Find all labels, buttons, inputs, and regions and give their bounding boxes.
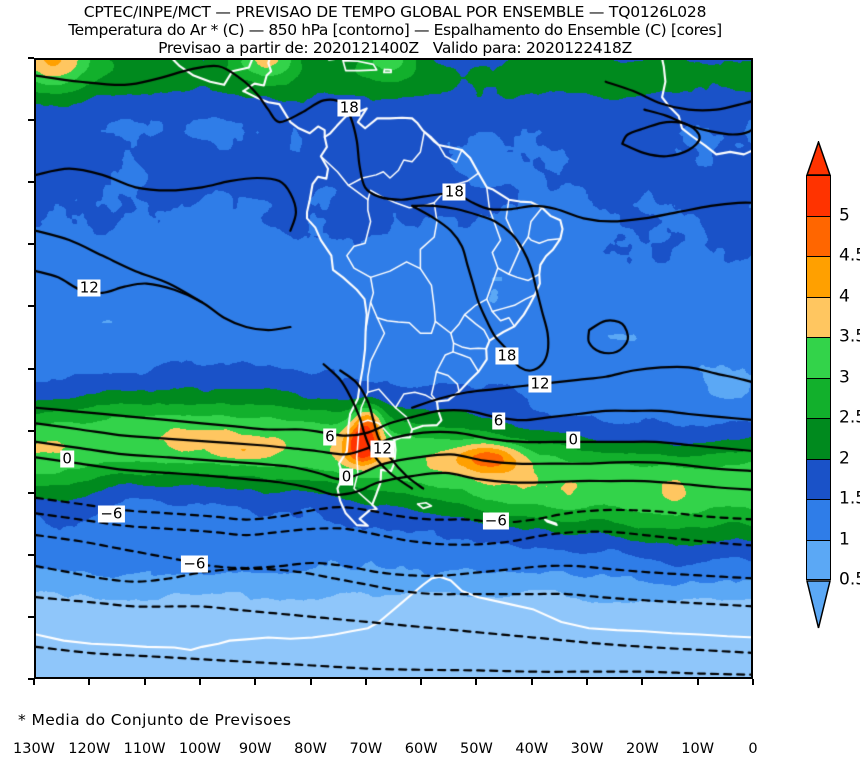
colorbar-segment <box>806 215 831 256</box>
colorbar-tick-label: 3.5 <box>839 326 860 347</box>
longitude-tick-label: 20W <box>625 741 659 757</box>
colorbar-segment <box>806 377 831 418</box>
colorbar-tick-label: 2 <box>839 448 850 468</box>
longitude-tick <box>198 679 201 685</box>
colorbar-segment <box>806 296 831 337</box>
map-plot-area: 20N10NEQ10S20S30S40S50S60S70S80S 130W120… <box>13 57 758 756</box>
header-line-model: CPTEC/INPE/MCT — PREVISAO DE TEMPO GLOBA… <box>83 3 707 21</box>
longitude-tick-label: 130W <box>12 741 56 757</box>
colorbar-tick-label: 0.5 <box>839 569 860 590</box>
latitude-tick <box>28 243 34 246</box>
latitude-tick <box>28 678 34 680</box>
contour-label: 12 <box>370 439 394 458</box>
colorbar-tick-label: 3 <box>839 367 850 387</box>
colorbar-tick-label: 5 <box>839 205 850 225</box>
longitude-tick <box>309 679 312 685</box>
colorbar-tick-label: 2.5 <box>839 407 860 428</box>
longitude-tick <box>364 679 367 685</box>
longitude-tick-label: 10W <box>681 741 715 757</box>
longitude-tick <box>641 679 644 685</box>
longitude-tick-label: 100W <box>178 741 221 757</box>
longitude-tick-label: 50W <box>460 741 493 757</box>
latitude-tick <box>28 553 34 556</box>
contour-label: 6 <box>491 411 506 430</box>
contour-label: 12 <box>77 278 101 297</box>
longitude-tick <box>88 679 91 685</box>
colorbar-tick-label: 4 <box>839 286 850 306</box>
contour-label: −6 <box>98 504 125 523</box>
latitude-tick <box>28 57 34 59</box>
header-line-validity: Previsao a partir de: 2020121400Z Valido… <box>158 39 632 57</box>
colorbar-tick-label: 1.5 <box>839 488 860 509</box>
longitude-tick-label: 0 <box>748 741 758 757</box>
latitude-tick <box>28 367 34 370</box>
ensemble-spread-map <box>36 60 751 677</box>
chart-header: CPTEC/INPE/MCT — PREVISAO DE TEMPO GLOBA… <box>0 0 790 57</box>
longitude-tick-label: 40W <box>515 741 549 757</box>
contour-label: 12 <box>528 374 552 393</box>
latitude-tick <box>28 119 34 122</box>
colorbar-min-arrow <box>806 580 831 630</box>
contour-label: 0 <box>60 449 74 468</box>
contour-label: 18 <box>495 346 519 365</box>
contour-label: 6 <box>323 427 337 446</box>
colorbar-max-arrow <box>805 139 832 176</box>
contour-label: 0 <box>339 467 354 486</box>
latitude-tick <box>28 491 34 494</box>
longitude-tick <box>420 679 423 685</box>
plot-frame <box>34 58 753 679</box>
longitude-tick <box>33 679 35 685</box>
longitude-tick-label: 90W <box>238 741 272 757</box>
colorbar-segment <box>806 256 831 297</box>
longitude-tick <box>752 679 754 685</box>
contour-label: −6 <box>181 554 208 573</box>
colorbar-segment <box>806 418 831 459</box>
longitude-tick <box>475 679 478 685</box>
colorbar-segment <box>806 337 831 378</box>
latitude-tick <box>28 305 34 308</box>
longitude-tick <box>254 679 257 685</box>
longitude-tick-label: 70W <box>349 741 383 757</box>
longitude-tick <box>696 679 699 685</box>
longitude-tick-label: 110W <box>123 741 166 757</box>
colorbar-segment <box>806 458 831 499</box>
latitude-tick <box>28 615 34 618</box>
contour-label: −6 <box>482 511 509 530</box>
longitude-tick <box>530 679 533 685</box>
colorbar-tick-label: 1 <box>839 529 850 549</box>
colorbar-segment <box>806 175 831 216</box>
colorbar-segment <box>806 539 831 580</box>
colorbar: 5 4.5 4 3.5 3 2.5 2 1.5 1 0.5 <box>805 139 860 629</box>
longitude-tick-label: 60W <box>404 741 438 757</box>
colorbar-segment <box>806 499 831 540</box>
footnote: * Media do Conjunto de Previsoes <box>18 711 292 729</box>
contour-label: 18 <box>337 98 361 117</box>
contour-label: 0 <box>566 430 581 449</box>
latitude-tick <box>28 181 34 184</box>
longitude-tick <box>143 679 146 685</box>
colorbar-tick-label: 4.5 <box>839 245 860 266</box>
header-line-variable: Temperatura do Ar * (C) — 850 hPa [conto… <box>68 21 722 39</box>
longitude-tick-label: 80W <box>294 741 327 757</box>
latitude-tick <box>28 429 34 432</box>
longitude-tick-label: 120W <box>68 741 111 757</box>
longitude-tick <box>586 679 589 685</box>
contour-label: 18 <box>442 182 466 200</box>
longitude-tick-label: 30W <box>570 741 604 757</box>
